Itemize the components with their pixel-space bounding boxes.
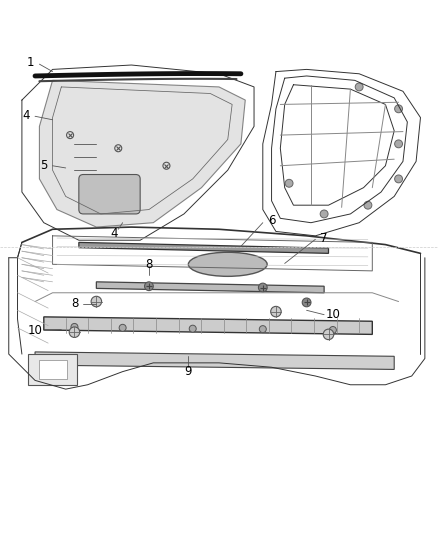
Text: 8: 8 [71, 297, 78, 310]
Text: 8: 8 [145, 258, 152, 271]
Circle shape [71, 324, 78, 330]
Circle shape [271, 306, 281, 317]
Circle shape [323, 329, 334, 340]
Circle shape [69, 327, 80, 337]
Text: 10: 10 [28, 324, 42, 336]
Text: 5: 5 [40, 159, 47, 172]
FancyBboxPatch shape [79, 174, 140, 214]
Text: 9: 9 [184, 365, 192, 378]
Circle shape [302, 298, 311, 307]
FancyBboxPatch shape [28, 354, 77, 385]
Circle shape [395, 175, 403, 183]
Text: 4: 4 [110, 227, 118, 240]
Text: 7: 7 [320, 231, 328, 245]
Text: 6: 6 [268, 214, 276, 227]
Circle shape [395, 105, 403, 113]
Circle shape [285, 179, 293, 187]
Circle shape [320, 210, 328, 218]
Polygon shape [79, 243, 328, 253]
Polygon shape [35, 352, 394, 369]
Text: 10: 10 [325, 308, 340, 321]
Polygon shape [39, 80, 245, 227]
Circle shape [258, 283, 267, 292]
Circle shape [259, 326, 266, 333]
Circle shape [145, 282, 153, 290]
Text: 1: 1 [27, 56, 35, 69]
FancyBboxPatch shape [39, 360, 67, 379]
Polygon shape [96, 282, 324, 293]
Ellipse shape [188, 252, 267, 276]
Circle shape [329, 327, 336, 334]
Polygon shape [44, 317, 372, 334]
Circle shape [119, 324, 126, 332]
Circle shape [364, 201, 372, 209]
Circle shape [355, 83, 363, 91]
Text: 4: 4 [22, 109, 30, 122]
Circle shape [91, 296, 102, 307]
Circle shape [189, 325, 196, 332]
Circle shape [395, 140, 403, 148]
